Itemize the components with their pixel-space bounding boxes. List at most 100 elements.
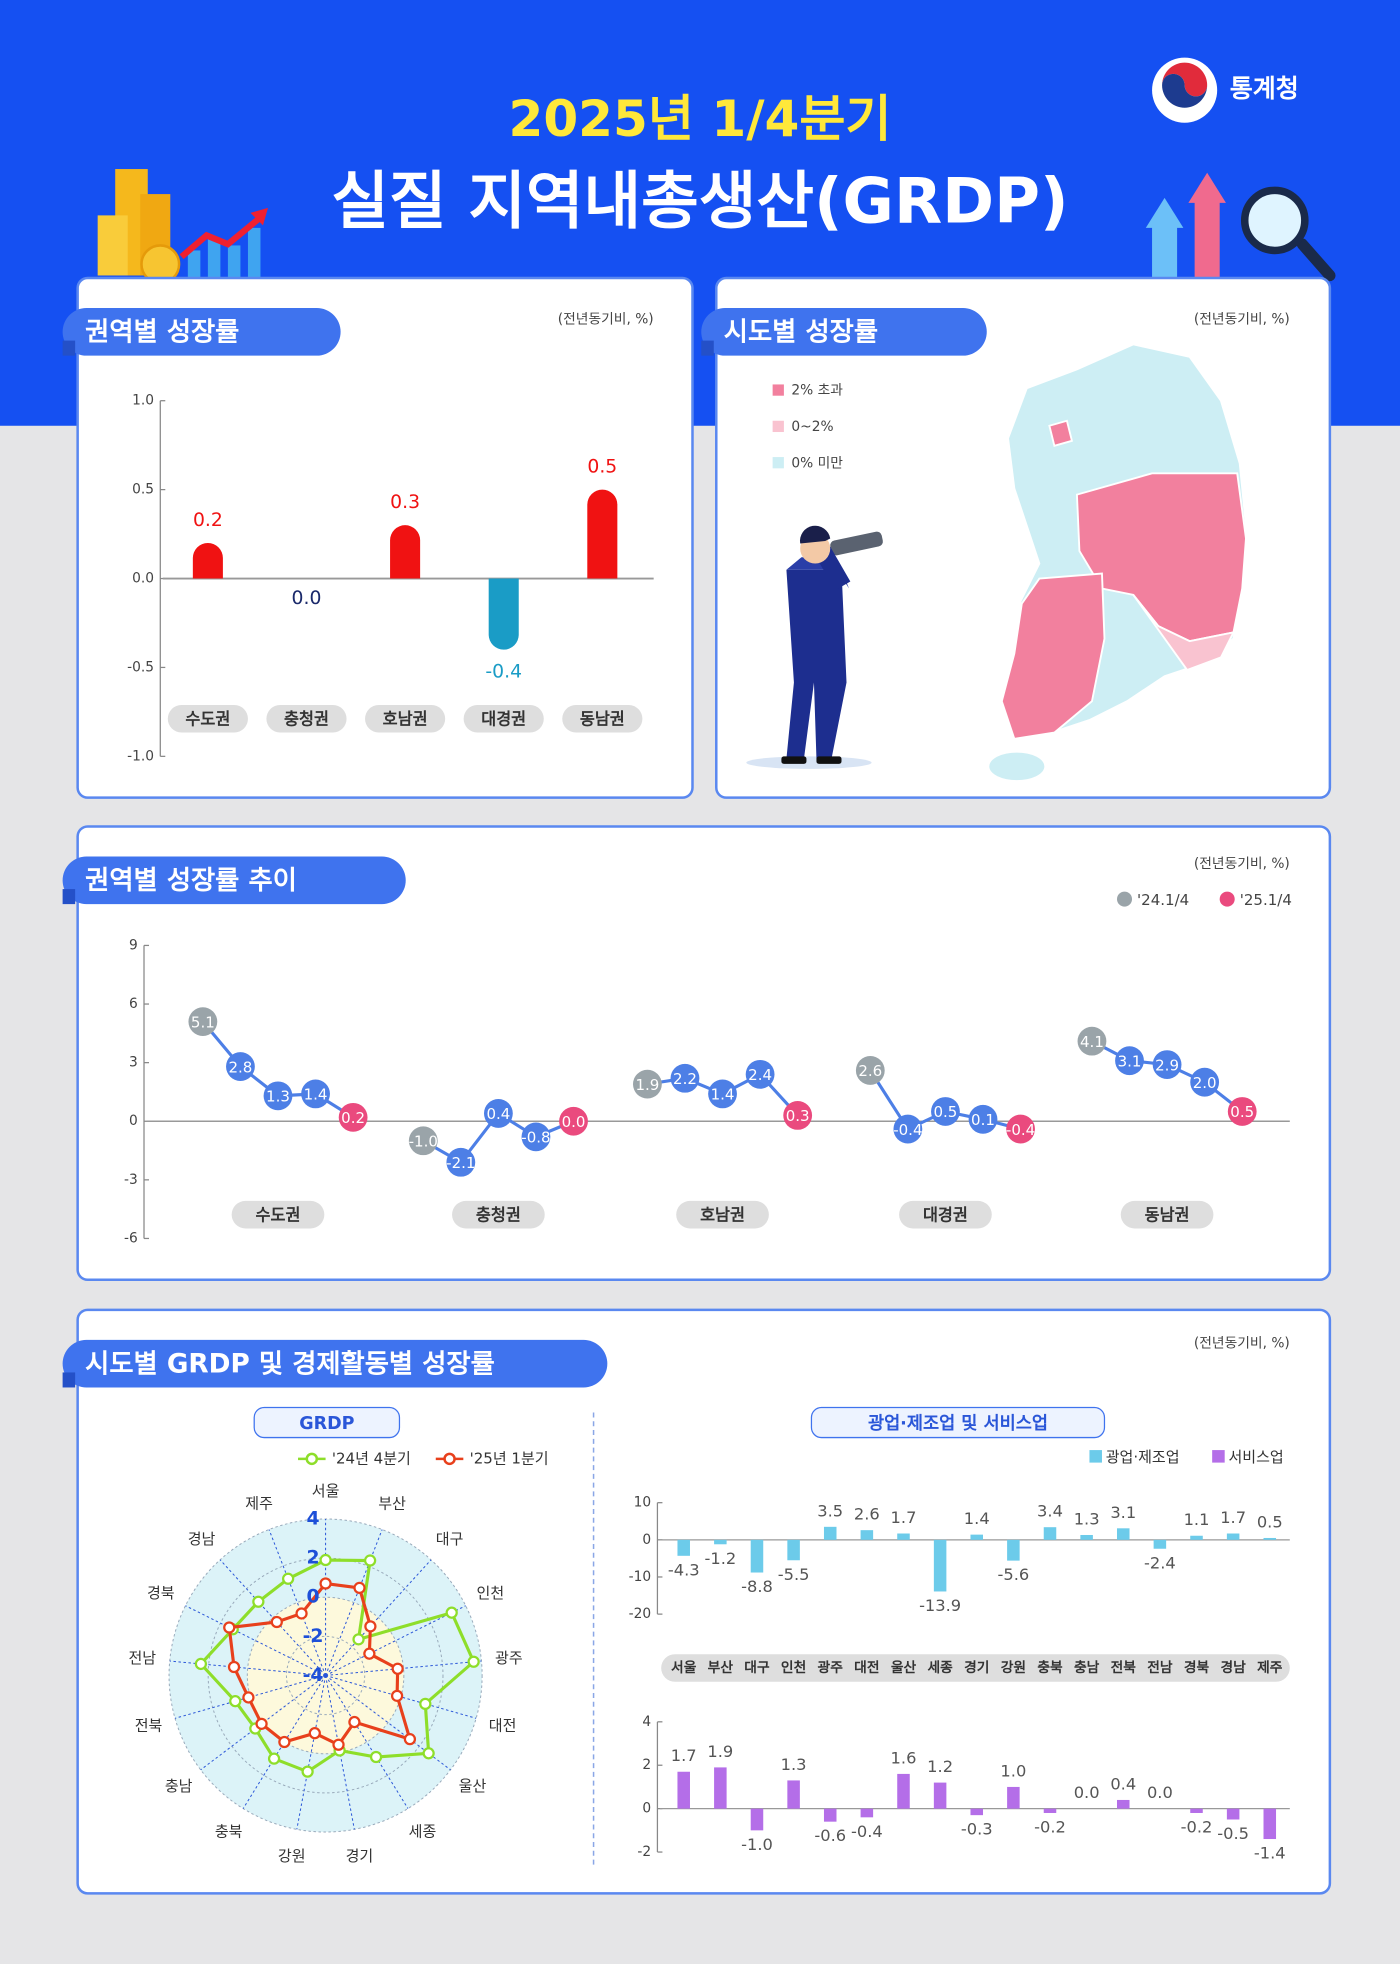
chart-title: 광업·제조업 및 서비스업 [868,1414,1048,1434]
legend-marker [443,1452,456,1466]
legend-marker [1116,891,1133,907]
bar [1116,1799,1130,1809]
point [319,1577,332,1590]
category-row [661,1654,1290,1682]
panel [76,825,1332,1282]
data-label: -0.4 [1006,1121,1035,1139]
data-label: -0.8 [521,1129,550,1147]
data-label: -1.4 [1254,1844,1286,1863]
data-label: 0.5 [587,457,617,478]
spoke [325,1675,355,1830]
data-label: -0.6 [814,1826,846,1845]
bar [677,1539,690,1556]
data-label: -2.4 [1144,1553,1176,1572]
y-tick-label: 4 [642,1714,651,1730]
legend-marker [305,1452,319,1466]
point [931,1097,960,1126]
point [194,1657,208,1671]
data-label: 2.8 [228,1058,252,1076]
unit-note: (전년동기비, %) [1194,311,1290,327]
point [319,1553,332,1567]
data-label: -0.3 [961,1820,993,1839]
y-tick-label: 0 [129,1113,138,1129]
section-title: 권역별 성장률 추이 [85,866,297,896]
spoke [296,1675,327,1830]
legend-swatch [1212,1450,1225,1463]
unit-note: (전년동기비, %) [1194,1336,1290,1352]
y-tick-label: -2 [303,1626,324,1647]
category-chip [463,705,544,733]
y-tick-label: 6 [129,996,138,1012]
bar [1190,1535,1203,1540]
bar [970,1534,984,1540]
data-label: 1.3 [1074,1509,1100,1528]
header-title: 실질 지역내총생산(GRDP) [331,164,1068,237]
category-label: 인천 [477,1584,505,1602]
data-label: 0.0 [292,588,322,609]
data-label: -0.2 [1181,1818,1213,1837]
bar [823,1808,837,1822]
category-chip [562,705,643,733]
category-chip [899,1200,992,1229]
legend-label: '25년 1분기 [470,1449,549,1467]
category-chip [452,1200,545,1229]
category-label: 충남 [165,1777,193,1795]
x-tick-label: 전북 [1111,1659,1137,1676]
data-label: 0.5 [933,1103,957,1121]
x-tick-label: 대경권 [481,710,526,729]
x-tick-label: 인천 [781,1659,806,1676]
point [1115,1046,1144,1076]
category-label: 광주 [495,1649,523,1667]
data-label: 2.9 [1155,1056,1179,1074]
category-label: 전북 [135,1716,163,1734]
bar [1080,1534,1093,1540]
spoke [325,1660,482,1676]
y-tick-label: 0 [307,1587,320,1608]
point [252,1595,265,1608]
spoke [325,1529,383,1676]
data-label: -0.5 [1217,1824,1249,1843]
bar [823,1526,837,1540]
bar [787,1539,800,1561]
point [783,1100,813,1130]
legend-label: '25.1/4 [1240,891,1292,909]
point [559,1106,588,1136]
point [419,1697,432,1711]
data-label: 1.4 [304,1086,328,1104]
legend-swatch [772,420,784,433]
y-tick-label: 4 [307,1508,320,1529]
category-label: 전남 [128,1649,156,1667]
series-line [198,1558,476,1774]
data-label: -2.1 [446,1154,475,1172]
x-tick-label: 호남권 [383,710,428,729]
data-label: 3.1 [1110,1503,1136,1522]
title-tab-notch [701,340,714,356]
data-label: 0.0 [1074,1783,1100,1802]
data-label: 1.2 [927,1757,953,1776]
map-region [989,752,1045,781]
spoke [185,1605,326,1676]
map-region [1000,572,1106,740]
bar [1226,1533,1240,1540]
legend-swatch [772,384,784,396]
point [263,1081,293,1111]
data-label: -0.2 [1034,1818,1066,1837]
data-label: 2.6 [854,1505,880,1524]
point [403,1733,417,1746]
agency-name: 통계청 [1230,74,1299,103]
point [467,1655,480,1668]
title-tab [62,856,406,905]
x-tick-label: 세종 [927,1660,953,1676]
point [633,1069,662,1099]
bar [787,1780,800,1809]
x-tick-label: 광주 [818,1659,844,1676]
bar [1007,1786,1020,1809]
bar [933,1782,947,1809]
legend-swatch [1089,1450,1102,1463]
x-tick-label: 충청권 [476,1205,521,1224]
point [1077,1026,1107,1056]
point [301,1765,314,1778]
y-tick-label: -2 [637,1844,651,1860]
